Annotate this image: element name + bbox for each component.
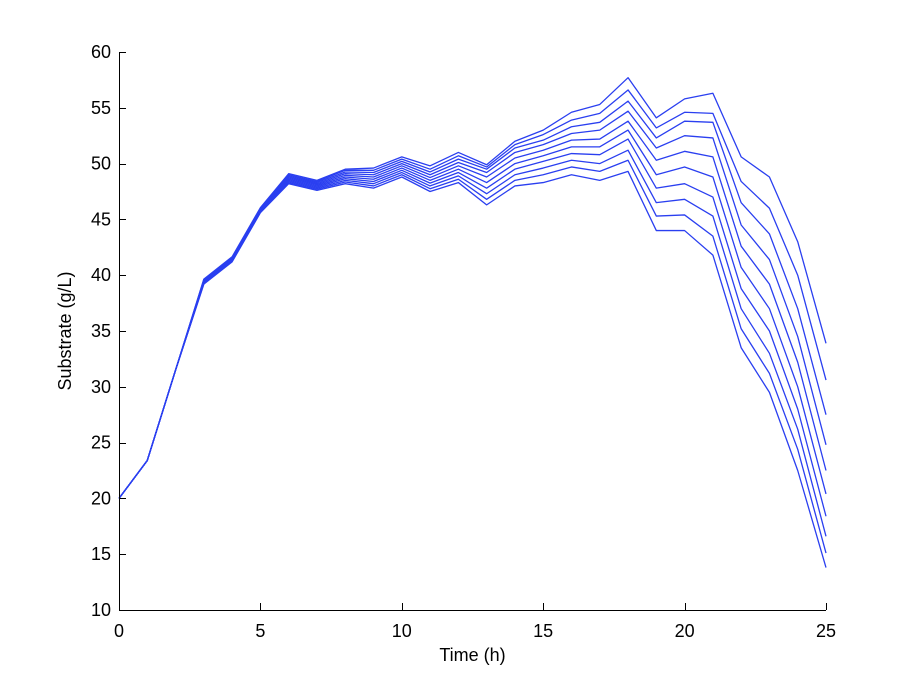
y-axis-label: Substrate (g/L) bbox=[55, 271, 75, 390]
series-line-4 bbox=[118, 138, 827, 517]
y-ticks: 10 15 20 25 30 35 40 45 50 55 60 bbox=[91, 42, 126, 620]
series-line-9 bbox=[118, 89, 827, 499]
y-tick-label: 35 bbox=[91, 321, 111, 341]
series-line-3 bbox=[118, 149, 827, 537]
y-tick-label: 45 bbox=[91, 209, 111, 229]
x-tick-label: 20 bbox=[675, 621, 695, 641]
series-line-1 bbox=[118, 170, 827, 568]
y-tick-label: 30 bbox=[91, 377, 111, 397]
x-tick-label: 0 bbox=[114, 621, 124, 641]
y-tick-label: 55 bbox=[91, 98, 111, 118]
x-tick-label: 5 bbox=[255, 621, 265, 641]
x-axis-label: Time (h) bbox=[439, 645, 505, 665]
y-tick-label: 25 bbox=[91, 433, 111, 453]
y-tick-label: 10 bbox=[91, 600, 111, 620]
series-line-10 bbox=[118, 77, 827, 499]
y-tick-label: 20 bbox=[91, 488, 111, 508]
series-line-7 bbox=[118, 110, 827, 499]
x-tick-label: 25 bbox=[816, 621, 836, 641]
y-tick-label: 50 bbox=[91, 154, 111, 174]
series-line-6 bbox=[118, 120, 827, 499]
y-tick-label: 60 bbox=[91, 42, 111, 62]
x-ticks: 0 5 10 15 20 25 bbox=[114, 603, 836, 641]
y-tick-label: 40 bbox=[91, 265, 111, 285]
x-tick-label: 15 bbox=[533, 621, 553, 641]
y-tick-label: 15 bbox=[91, 544, 111, 564]
plot-lines bbox=[118, 77, 827, 568]
axes bbox=[119, 52, 826, 611]
x-tick-label: 10 bbox=[392, 621, 412, 641]
